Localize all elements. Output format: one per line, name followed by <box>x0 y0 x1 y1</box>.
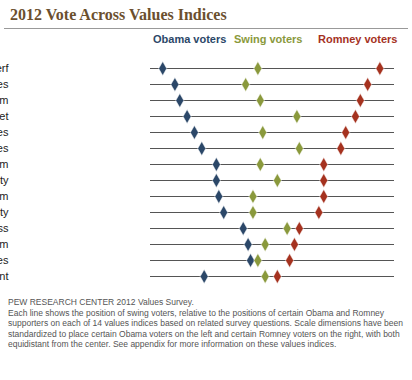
svg-text:Personal finances: Personal finances <box>0 254 9 266</box>
svg-text:National security: National security <box>0 174 9 186</box>
svg-text:Govt scope & perf: Govt scope & perf <box>0 62 9 74</box>
html-text:Each line shows the position o: Each line shows the position of swing vo… <box>8 307 403 349</box>
html-text:Swing voters: Swing voters <box>234 33 303 45</box>
svg-text:National optimism: National optimism <box>0 238 9 250</box>
svg-text:Social safety net: Social safety net <box>0 110 9 122</box>
svg-text:Religiosity: Religiosity <box>0 206 9 218</box>
svg-text:Environmentalism: Environmentalism <box>0 94 9 106</box>
svg-text:Govt responsiveness: Govt responsiveness <box>0 222 9 234</box>
svg-text:Labor attitudes: Labor attitudes <box>0 78 9 90</box>
html-text:PEW RESEARCH CENTER 2012 Value: PEW RESEARCH CENTER 2012 Values Survey. <box>8 297 194 307</box>
svg-text:Efficacy vs. fatalism: Efficacy vs. fatalism <box>0 158 9 170</box>
svg-text:Social conservatism: Social conservatism <box>0 190 9 202</box>
svg-text:Business attitudes: Business attitudes <box>0 126 9 138</box>
html-text:2012 Vote Across Values Indice: 2012 Vote Across Values Indices <box>10 6 227 23</box>
html-text:Obama voters: Obama voters <box>153 33 227 45</box>
html-text:Romney voters: Romney voters <box>318 33 398 45</box>
svg-text:Political engagement: Political engagement <box>0 270 9 282</box>
svg-text:Immigration attitudes: Immigration attitudes <box>0 142 9 154</box>
